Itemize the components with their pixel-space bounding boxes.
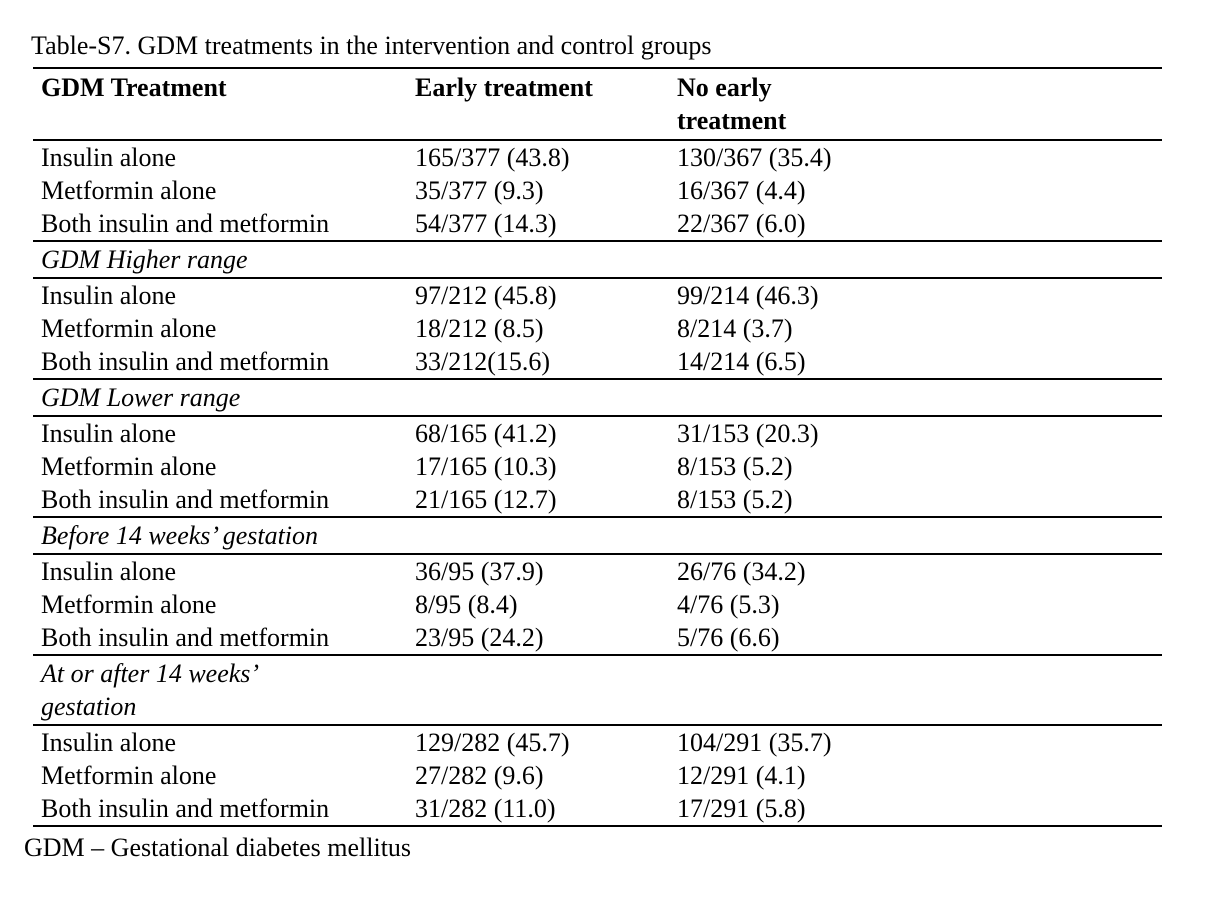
section-heading: GDM Lower range bbox=[41, 383, 241, 412]
col-header-gdm-treatment: GDM Treatment bbox=[41, 73, 227, 102]
cell-treatment: Both insulin and metformin bbox=[41, 347, 330, 376]
cell-treatment: Metformin alone bbox=[41, 452, 217, 481]
gdm-treatments-table: GDM Treatment Early treatment No early t… bbox=[33, 67, 1162, 827]
table-row: Insulin alone 129/282 (45.7) 104/291 (35.7… bbox=[33, 725, 1162, 759]
cell-treatment: Insulin alone bbox=[41, 419, 177, 448]
cell-no-early: 31/153 (20.3) bbox=[677, 419, 819, 448]
cell-no-early: 16/367 (4.4) bbox=[677, 176, 806, 205]
cell-treatment: Metformin alone bbox=[41, 314, 217, 343]
cell-treatment: Metformin alone bbox=[41, 176, 217, 205]
section-heading: Before 14 weeks’ gestation bbox=[41, 521, 319, 550]
cell-treatment: Insulin alone bbox=[41, 728, 177, 757]
cell-treatment: Both insulin and metformin bbox=[41, 623, 330, 652]
section-heading-row: Before 14 weeks’ gestation bbox=[33, 517, 1162, 554]
cell-no-early: 99/214 (46.3) bbox=[677, 281, 819, 310]
cell-early: 54/377 (14.3) bbox=[415, 209, 557, 238]
table-title: Table-S7. GDM treatments in the interven… bbox=[31, 31, 712, 60]
table-footnote: GDM – Gestational diabetes mellitus bbox=[24, 833, 412, 862]
cell-no-early: 8/153 (5.2) bbox=[677, 452, 793, 481]
table-row: Insulin alone 97/212 (45.8) 99/214 (46.3) bbox=[33, 278, 1162, 312]
cell-early: 17/165 (10.3) bbox=[415, 452, 557, 481]
cell-no-early: 14/214 (6.5) bbox=[677, 347, 806, 376]
cell-no-early: 17/291 (5.8) bbox=[677, 794, 806, 823]
cell-early: 35/377 (9.3) bbox=[415, 176, 544, 205]
table-row: Metformin alone 18/212 (8.5) 8/214 (3.7) bbox=[33, 312, 1162, 345]
cell-treatment: Metformin alone bbox=[41, 590, 217, 619]
table-row: Metformin alone 8/95 (8.4) 4/76 (5.3) bbox=[33, 588, 1162, 621]
table-row: Both insulin and metformin 31/282 (11.0) 1… bbox=[33, 792, 1162, 826]
section-heading-row: At or after 14 weeks’ gestation bbox=[33, 655, 1162, 725]
cell-early: 129/282 (45.7) bbox=[415, 728, 570, 757]
cell-early: 31/282 (11.0) bbox=[415, 794, 556, 823]
cell-no-early: 12/291 (4.1) bbox=[677, 761, 806, 790]
cell-treatment: Metformin alone bbox=[41, 761, 217, 790]
table-row: Both insulin and metformin 33/212(15.6) 14… bbox=[33, 345, 1162, 379]
col-header-early-treatment: Early treatment bbox=[415, 73, 593, 102]
cell-no-early: 8/153 (5.2) bbox=[677, 485, 793, 514]
table-header: GDM Treatment Early treatment No early t… bbox=[33, 68, 1162, 140]
cell-treatment: Both insulin and metformin bbox=[41, 209, 330, 238]
header-row: GDM Treatment Early treatment No early t… bbox=[33, 68, 1162, 140]
cell-no-early: 22/367 (6.0) bbox=[677, 209, 806, 238]
cell-early: 165/377 (43.8) bbox=[415, 143, 570, 172]
cell-treatment: Both insulin and metformin bbox=[41, 485, 330, 514]
cell-early: 36/95 (37.9) bbox=[415, 557, 544, 586]
cell-early: 23/95 (24.2) bbox=[415, 623, 544, 652]
cell-treatment: Insulin alone bbox=[41, 281, 177, 310]
document-page: Table-S7. GDM treatments in the interven… bbox=[0, 29, 1212, 906]
cell-early: 18/212 (8.5) bbox=[415, 314, 544, 343]
table-row: Both insulin and metformin 21/165 (12.7) 8… bbox=[33, 483, 1162, 517]
cell-early: 97/212 (45.8) bbox=[415, 281, 557, 310]
table-row: Insulin alone 36/95 (37.9) 26/76 (34.2) bbox=[33, 554, 1162, 588]
table-row: Metformin alone 35/377 (9.3) 16/367 (4.4) bbox=[33, 174, 1162, 207]
col-header-no-early-treatment: No early treatment bbox=[677, 73, 787, 135]
table-row: Metformin alone 27/282 (9.6) 12/291 (4.1) bbox=[33, 759, 1162, 792]
cell-no-early: 8/214 (3.7) bbox=[677, 314, 793, 343]
section-heading-row: GDM Higher range bbox=[33, 241, 1162, 278]
cell-no-early: 4/76 (5.3) bbox=[677, 590, 780, 619]
section-heading: GDM Higher range bbox=[41, 245, 248, 274]
cell-early: 8/95 (8.4) bbox=[415, 590, 518, 619]
section-heading-row: GDM Lower range bbox=[33, 379, 1162, 416]
cell-early: 21/165 (12.7) bbox=[415, 485, 557, 514]
cell-no-early: 26/76 (34.2) bbox=[677, 557, 806, 586]
cell-early: 68/165 (41.2) bbox=[415, 419, 557, 448]
cell-early: 33/212(15.6) bbox=[415, 347, 551, 376]
section-heading: At or after 14 weeks’ gestation bbox=[41, 659, 260, 721]
cell-no-early: 104/291 (35.7) bbox=[677, 728, 832, 757]
table-body: Insulin alone 165/377 (43.8) 130/367 (35.4… bbox=[33, 140, 1162, 826]
cell-treatment: Insulin alone bbox=[41, 557, 177, 586]
table-row: Insulin alone 68/165 (41.2) 31/153 (20.3) bbox=[33, 416, 1162, 450]
table-row: Both insulin and metformin 54/377 (14.3) 2… bbox=[33, 207, 1162, 241]
cell-treatment: Both insulin and metformin bbox=[41, 794, 330, 823]
cell-early: 27/282 (9.6) bbox=[415, 761, 544, 790]
table-row: Both insulin and metformin 23/95 (24.2) 5/… bbox=[33, 621, 1162, 655]
cell-no-early: 130/367 (35.4) bbox=[677, 143, 832, 172]
table-row: Metformin alone 17/165 (10.3) 8/153 (5.2) bbox=[33, 450, 1162, 483]
table-row: Insulin alone 165/377 (43.8) 130/367 (35.4… bbox=[33, 140, 1162, 174]
cell-treatment: Insulin alone bbox=[41, 143, 177, 172]
cell-no-early: 5/76 (6.6) bbox=[677, 623, 780, 652]
